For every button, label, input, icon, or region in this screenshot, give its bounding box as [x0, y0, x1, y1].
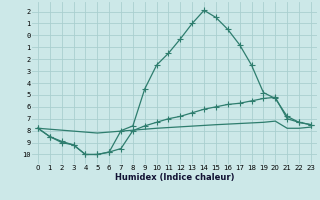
X-axis label: Humidex (Indice chaleur): Humidex (Indice chaleur) — [115, 173, 234, 182]
